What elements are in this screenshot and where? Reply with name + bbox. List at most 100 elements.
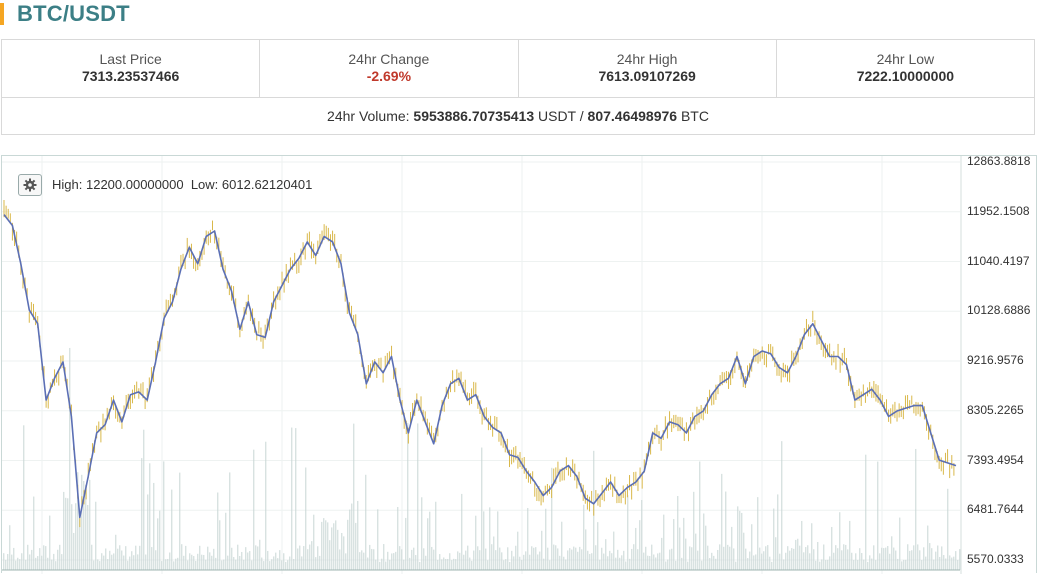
volume-bar — [827, 560, 828, 570]
volume-bar — [349, 510, 350, 570]
volume-bar — [819, 562, 820, 570]
volume-bar — [635, 528, 636, 570]
volume-bar — [419, 562, 420, 570]
price-chart[interactable]: High: 12200.00000000 Low: 6012.62120401 … — [1, 155, 1037, 573]
volume-bar — [317, 546, 318, 570]
chart-settings-button[interactable] — [18, 174, 42, 196]
volume-usdt-unit: USDT / — [538, 108, 584, 124]
volume-bar — [319, 556, 320, 570]
chart-low-label: Low: — [191, 177, 218, 192]
volume-bar — [441, 559, 442, 570]
stat-label: 24hr Low — [777, 51, 1034, 68]
volume-bar — [351, 504, 352, 570]
volume-bar — [323, 518, 324, 570]
volume-bar — [157, 518, 158, 570]
volume-bar — [339, 549, 340, 570]
volume-bar — [251, 560, 252, 570]
volume-bar — [841, 550, 842, 570]
volume-bar — [869, 555, 870, 570]
volume-bar — [735, 562, 736, 570]
volume-bar — [163, 461, 164, 570]
volume-bar — [759, 548, 760, 570]
volume-bar — [901, 561, 902, 570]
volume-bar — [557, 548, 558, 570]
volume-bar — [131, 551, 132, 570]
volume-bar — [817, 542, 818, 570]
volume-bar — [41, 556, 42, 570]
volume-bar — [683, 518, 684, 570]
volume-bar — [639, 520, 640, 570]
volume-bar — [903, 560, 904, 570]
volume-bar — [365, 475, 366, 570]
y-axis-tick-label: 6481.7644 — [967, 502, 1024, 516]
volume-bar — [691, 547, 692, 570]
volume-bar — [273, 556, 274, 570]
volume-bar — [263, 561, 264, 570]
volume-bar — [331, 527, 332, 570]
volume-bar — [867, 562, 868, 570]
volume-bar — [493, 537, 494, 570]
volume-bar — [567, 550, 568, 570]
volume-bar — [705, 526, 706, 570]
volume-bar — [15, 561, 16, 570]
volume-bar — [255, 545, 256, 570]
volume-bar — [941, 546, 942, 570]
y-axis-tick-label: 11040.4197 — [967, 254, 1030, 268]
volume-bar — [499, 548, 500, 570]
volume-bar — [45, 546, 46, 570]
volume-bar — [505, 559, 506, 570]
volume-bar — [653, 554, 654, 570]
volume-bar — [133, 555, 134, 570]
volume-bar — [285, 562, 286, 570]
volume-bar — [25, 560, 26, 570]
volume-bar — [957, 560, 958, 570]
volume-bar — [851, 553, 852, 570]
volume-bar — [205, 560, 206, 570]
stats-row: Last Price 7313.23537466 24hr Change -2.… — [2, 40, 1034, 98]
volume-bar — [769, 557, 770, 570]
volume-bar — [357, 501, 358, 570]
volume-bar — [261, 558, 262, 570]
volume-bar — [837, 548, 838, 570]
volume-bar — [785, 553, 786, 570]
volume-label: 24hr Volume: — [327, 108, 410, 124]
volume-bar — [179, 473, 180, 570]
volume-bar — [311, 541, 312, 570]
volume-bar — [871, 559, 872, 570]
volume-bar — [739, 511, 740, 570]
volume-bar — [483, 511, 484, 570]
volume-bar — [473, 551, 474, 570]
volume-bar — [719, 544, 720, 570]
volume-bar — [393, 553, 394, 570]
volume-bar — [191, 555, 192, 570]
volume-bar — [927, 526, 928, 570]
volume-bar — [891, 536, 892, 570]
volume-bar — [611, 553, 612, 570]
volume-bar — [699, 461, 700, 570]
volume-bar — [361, 550, 362, 570]
volume-bar — [807, 545, 808, 570]
volume-bar — [275, 553, 276, 570]
volume-bar — [215, 558, 216, 570]
volume-bar — [297, 548, 298, 570]
volume-bar — [119, 545, 120, 570]
volume-bar — [327, 522, 328, 570]
volume-bar — [649, 556, 650, 570]
volume-bar — [29, 554, 30, 570]
volume-bar — [101, 553, 102, 570]
volume-bar — [939, 557, 940, 570]
volume-bar — [61, 554, 62, 570]
volume-bar — [343, 536, 344, 570]
volume-bar — [421, 497, 422, 570]
volume-bar — [253, 450, 254, 570]
volume-bar — [111, 555, 112, 570]
volume-bar — [907, 544, 908, 570]
volume-bar — [873, 545, 874, 570]
volume-bar — [811, 523, 812, 570]
volume-bar — [49, 516, 50, 570]
volume-bar — [625, 562, 626, 570]
volume-bar — [797, 539, 798, 570]
volume-bar — [745, 549, 746, 570]
volume-bar — [531, 546, 532, 570]
volume-bar — [231, 548, 232, 570]
